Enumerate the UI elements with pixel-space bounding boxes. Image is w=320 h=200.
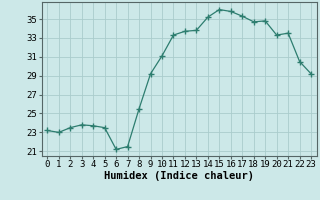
X-axis label: Humidex (Indice chaleur): Humidex (Indice chaleur)	[104, 171, 254, 181]
